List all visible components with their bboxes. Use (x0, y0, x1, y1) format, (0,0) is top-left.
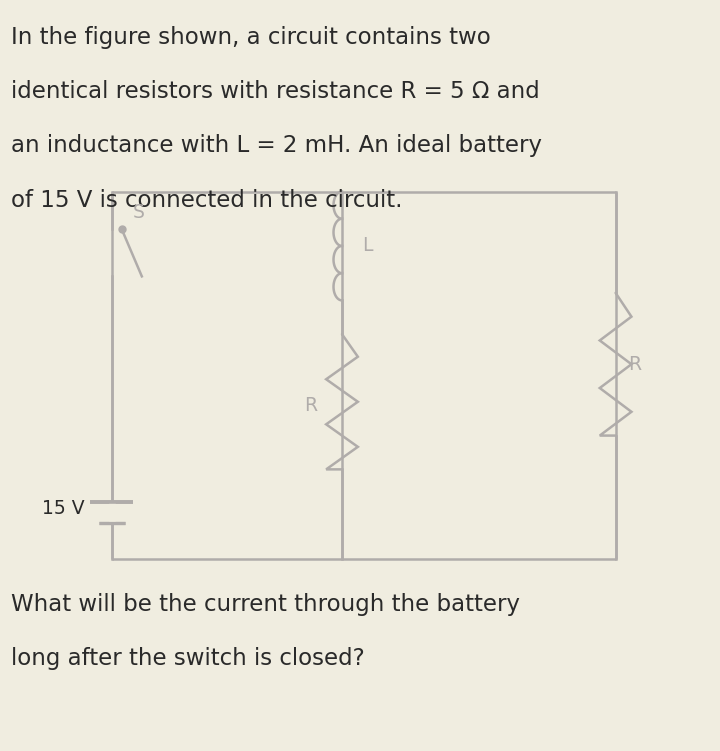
Text: an inductance with L = 2 mH. An ideal battery: an inductance with L = 2 mH. An ideal ba… (11, 134, 541, 158)
Text: of 15 V is connected in the circuit.: of 15 V is connected in the circuit. (11, 189, 402, 212)
Text: S: S (133, 203, 145, 222)
Text: long after the switch is closed?: long after the switch is closed? (11, 647, 364, 671)
Text: 15 V: 15 V (42, 499, 84, 518)
Text: What will be the current through the battery: What will be the current through the bat… (11, 593, 520, 617)
Text: R: R (629, 354, 642, 374)
Text: L: L (362, 237, 373, 255)
Text: identical resistors with resistance R = 5 Ω and: identical resistors with resistance R = … (11, 80, 539, 104)
Text: R: R (304, 396, 317, 415)
Text: In the figure shown, a circuit contains two: In the figure shown, a circuit contains … (11, 26, 490, 50)
